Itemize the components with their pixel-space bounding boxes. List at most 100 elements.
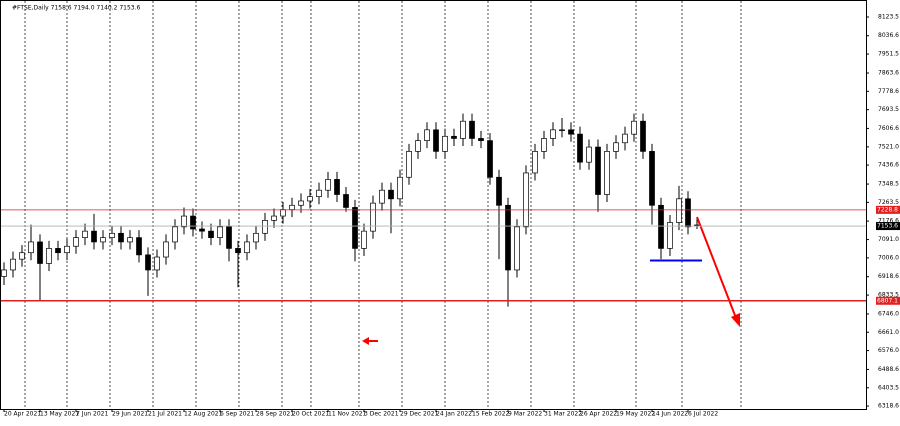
x-tick-label: 20 Apr 2021 xyxy=(4,411,41,418)
chart-title: #FTSE,Daily 7158.6 7194.0 7140.2 7153.6 xyxy=(12,5,141,12)
candle-body xyxy=(73,237,79,247)
candle-body xyxy=(532,151,538,174)
x-tick-label: 20 Oct 2021 xyxy=(292,411,329,418)
candle-body xyxy=(496,176,502,206)
candle-body xyxy=(595,146,601,195)
y-tick-label: 7606.6 xyxy=(878,125,899,132)
candle-body xyxy=(397,176,403,200)
y-tick-label: 6403.5 xyxy=(878,384,899,391)
candle-body xyxy=(289,204,295,210)
candle-body xyxy=(469,120,475,139)
candle-body xyxy=(325,179,331,191)
y-tick-label: 7951.5 xyxy=(878,51,899,58)
candle-body xyxy=(82,230,88,238)
candle-body xyxy=(235,248,241,254)
y-tick-label: 6488.6 xyxy=(878,366,899,373)
candle-body xyxy=(244,241,250,254)
candle-body xyxy=(451,135,457,139)
y-tick-label: 7263.5 xyxy=(878,199,899,206)
y-tick-label: 7091.0 xyxy=(878,236,899,243)
y-tick-label: 6661.0 xyxy=(878,329,899,336)
candle-body xyxy=(577,133,583,163)
candle-body xyxy=(118,232,124,243)
plot-frame xyxy=(0,0,867,410)
candle-body xyxy=(19,252,25,260)
candle-body xyxy=(406,151,412,178)
x-tick-label: 14 Jun 2022 xyxy=(652,411,688,418)
candle-body xyxy=(613,142,619,152)
candle-body xyxy=(1,269,7,277)
y-tick-label: 7176.6 xyxy=(878,218,899,225)
price-label: 7153.6 xyxy=(877,223,898,230)
y-tick-label: 6318.6 xyxy=(878,403,899,410)
x-tick-label: 13 May 2021 xyxy=(40,411,79,418)
x-tick-label: 6 Sep 2021 xyxy=(220,411,254,418)
candle-body xyxy=(604,151,610,195)
candle-body xyxy=(361,230,367,249)
candle-body xyxy=(127,237,133,243)
candle-body xyxy=(208,230,214,238)
candle-body xyxy=(28,241,34,254)
candle-body xyxy=(334,179,340,195)
candle-body xyxy=(343,194,349,208)
candle-body xyxy=(352,207,358,249)
candle-body xyxy=(370,202,376,232)
y-tick-label: 8036.6 xyxy=(878,32,899,39)
left-arrow xyxy=(362,337,378,345)
candle-body xyxy=(253,232,259,243)
price-label: 6807.1 xyxy=(877,297,898,304)
candle-body xyxy=(307,196,313,202)
candle-body xyxy=(442,135,448,152)
y-tick-label: 7778.6 xyxy=(878,88,899,95)
x-tick-label: 6 Jul 2022 xyxy=(688,411,718,418)
candle-body xyxy=(154,256,160,271)
y-tick-label: 6746.0 xyxy=(878,310,899,317)
candle-body xyxy=(109,232,115,238)
candle-body xyxy=(55,248,61,254)
y-tick-label: 6918.6 xyxy=(878,273,899,280)
x-tick-label: 28 Sep 2021 xyxy=(256,411,294,418)
y-tick-label: 7006.0 xyxy=(878,254,899,261)
candle-body xyxy=(433,129,439,152)
candle-body xyxy=(10,258,16,271)
candle-body xyxy=(388,189,394,200)
candle-body xyxy=(226,226,232,249)
candle-body xyxy=(172,226,178,243)
period-separators xyxy=(24,1,742,409)
candle-body xyxy=(199,228,205,232)
x-tick-label: 31 Mar 2022 xyxy=(544,411,582,418)
x-tick-label: 7 Jun 2021 xyxy=(76,411,108,418)
y-tick-label: 7436.6 xyxy=(878,162,899,169)
candle-body xyxy=(640,120,646,152)
candle-body xyxy=(163,241,169,258)
candle-body xyxy=(298,200,304,206)
x-tick-label: 9 Mar 2022 xyxy=(508,411,542,418)
candle-body xyxy=(46,248,52,264)
y-tick-label: 7693.5 xyxy=(878,106,899,113)
price-label-box xyxy=(876,222,900,231)
candle-body xyxy=(145,254,151,271)
candle-body xyxy=(280,209,286,217)
candle-body xyxy=(190,215,196,230)
candle-body xyxy=(649,151,655,206)
candle-body xyxy=(424,129,430,141)
candle-body xyxy=(487,140,493,178)
forecast-arrow xyxy=(696,216,740,327)
candle-body xyxy=(631,120,637,135)
y-tick-label: 6833.5 xyxy=(878,292,899,299)
price-label: 7228.8 xyxy=(877,206,898,213)
candle-body xyxy=(505,204,511,271)
candle-body xyxy=(37,241,43,264)
x-tick-label: 3 Dec 2021 xyxy=(364,411,399,418)
y-tick-label: 6576.0 xyxy=(878,347,899,354)
x-tick-label: 29 Dec 2021 xyxy=(400,411,439,418)
candle-body xyxy=(460,120,466,139)
candle-body xyxy=(64,245,70,254)
candle-body xyxy=(523,172,529,228)
candle-body xyxy=(676,198,682,223)
candle-body xyxy=(550,129,556,139)
candles xyxy=(1,113,700,307)
candle-body xyxy=(91,230,97,243)
candle-body xyxy=(217,226,223,238)
